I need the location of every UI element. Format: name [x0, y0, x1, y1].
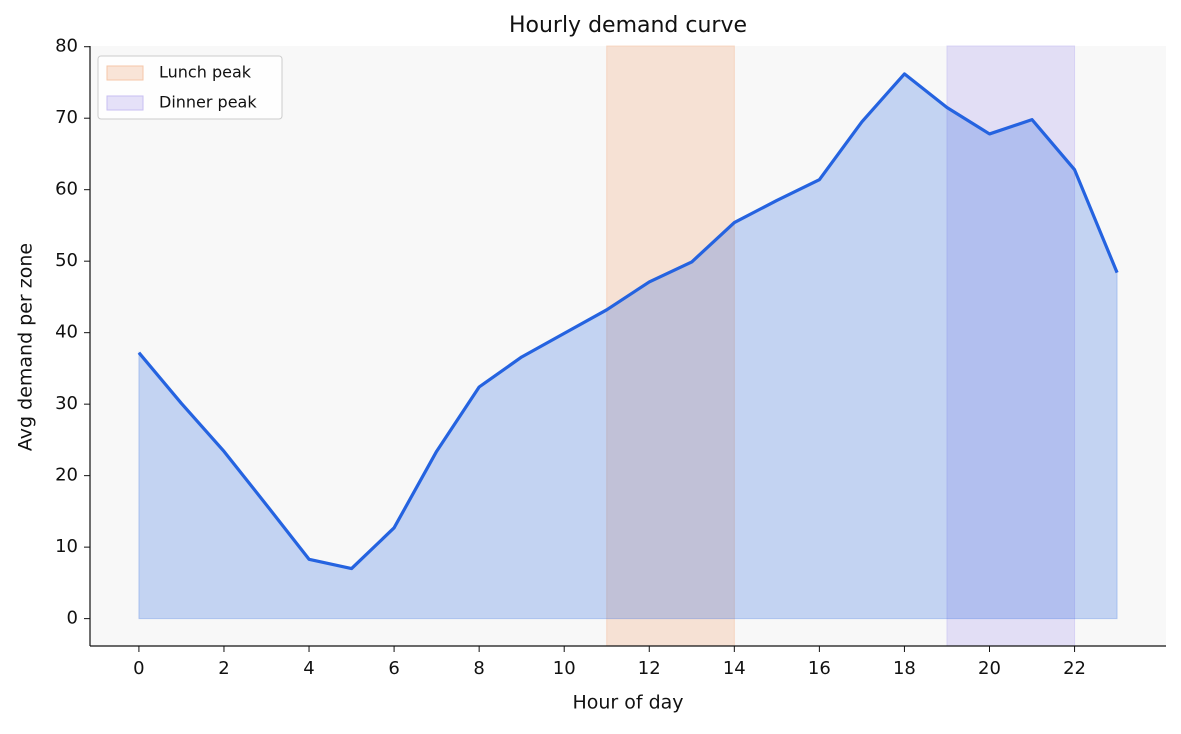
- y-tick-label: 80: [55, 36, 78, 57]
- legend-swatch: [106, 95, 144, 111]
- x-tick-label: 22: [1063, 658, 1086, 679]
- x-tick-label: 20: [978, 658, 1001, 679]
- x-tick-label: 8: [473, 658, 484, 679]
- line: [137, 72, 1119, 571]
- legend-label: Dinner peak: [159, 93, 257, 112]
- y-tick-label: 50: [55, 250, 78, 271]
- chart-title: Hourly demand curve: [509, 13, 747, 38]
- y-axis-label: Avg demand per zone: [15, 243, 37, 451]
- span: [606, 45, 735, 647]
- x-tick-label: 6: [388, 658, 399, 679]
- y-tick-label: 40: [55, 322, 78, 343]
- y-tick-label: 70: [55, 107, 78, 128]
- x-tick-label: 16: [808, 658, 831, 679]
- x-tick-label: 10: [553, 658, 576, 679]
- x-axis-label: Hour of day: [572, 692, 683, 714]
- y-tick-label: 60: [55, 179, 78, 200]
- x-tick-label: 2: [218, 658, 229, 679]
- y-tick-label: 10: [55, 536, 78, 557]
- y-tick-label: 30: [55, 393, 78, 414]
- legend-label: Lunch peak: [159, 63, 252, 82]
- y-tick-label: 0: [67, 608, 78, 629]
- x-tick-label: 12: [638, 658, 661, 679]
- legend-box: [97, 55, 283, 120]
- y-tick-label: 20: [55, 465, 78, 486]
- x-tick-label: 18: [893, 658, 916, 679]
- plot-background: [90, 46, 1166, 646]
- x-tick-label: 14: [723, 658, 746, 679]
- x-tick-label: 0: [133, 658, 144, 679]
- legend-swatch: [106, 65, 144, 81]
- x-tick-label: 4: [303, 658, 314, 679]
